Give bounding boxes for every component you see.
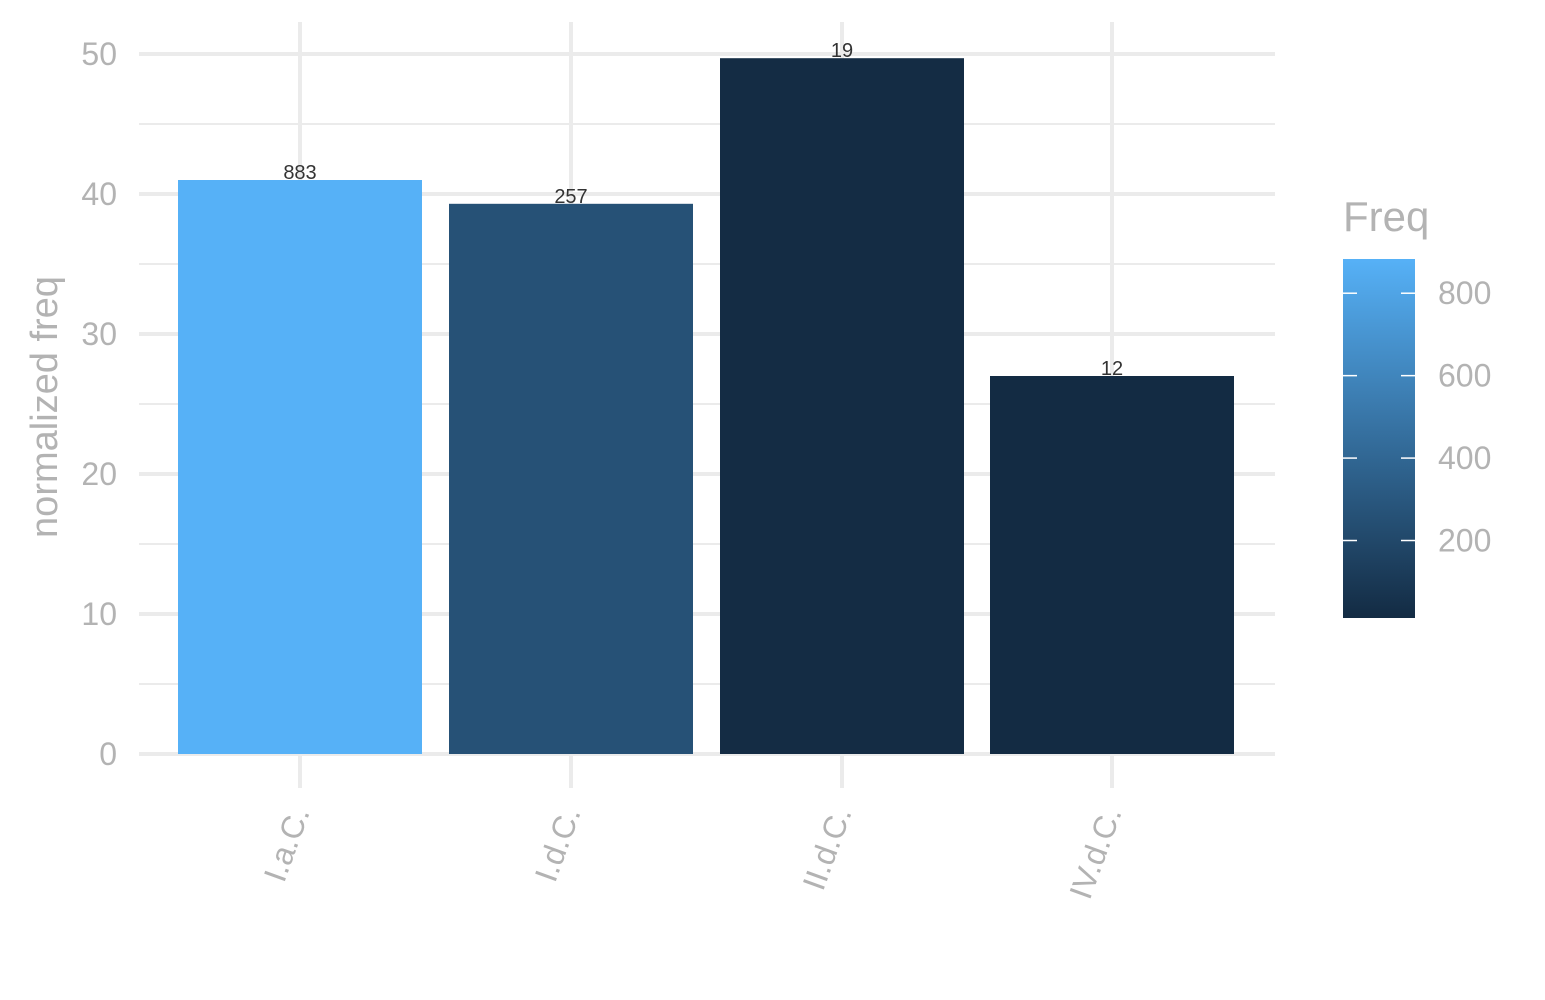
legend-title: Freq <box>1343 193 1429 240</box>
y-axis-ticks: 0 10 20 30 40 50 <box>81 36 117 772</box>
y-tick-label: 20 <box>81 456 117 492</box>
y-tick-label: 0 <box>99 736 117 772</box>
y-tick-label: 10 <box>81 596 117 632</box>
y-tick-label: 30 <box>81 316 117 352</box>
legend-tick-label: 200 <box>1438 523 1491 559</box>
y-axis-title: normalized freq <box>24 276 66 538</box>
x-axis-ticks: I.a.C. I.d.C. II.d.C. IV.d.C. <box>257 802 1129 903</box>
bars <box>178 58 1234 755</box>
y-tick-label: 40 <box>81 176 117 212</box>
y-tick-label: 50 <box>81 36 117 72</box>
color-legend: Freq 200 400 600 800 <box>1343 193 1491 618</box>
bar-value-label: 19 <box>831 40 853 62</box>
x-tick-label: I.d.C. <box>528 802 588 886</box>
bar <box>178 180 422 754</box>
bar-value-label: 257 <box>554 186 587 208</box>
bar <box>720 58 964 754</box>
legend-ticks: 200 400 600 800 <box>1343 275 1491 559</box>
legend-tick-label: 600 <box>1438 358 1491 394</box>
bar-labels: 883 257 19 12 <box>283 40 1123 380</box>
x-tick-label: I.a.C. <box>257 802 317 886</box>
bar <box>449 203 693 755</box>
bar-value-label: 12 <box>1101 358 1123 380</box>
bar-value-label: 883 <box>283 162 316 184</box>
legend-tick-label: 400 <box>1438 440 1491 476</box>
x-tick-label: II.d.C. <box>796 802 859 895</box>
x-tick-label: IV.d.C. <box>1062 802 1128 903</box>
bar <box>990 376 1234 754</box>
legend-tick-label: 800 <box>1438 275 1491 311</box>
legend-colorbar <box>1343 259 1415 618</box>
